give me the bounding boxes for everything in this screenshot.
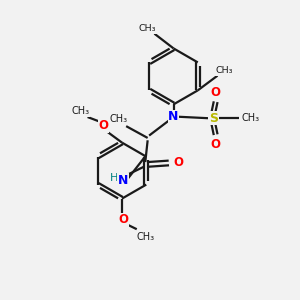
Text: O: O: [173, 157, 183, 169]
Text: S: S: [209, 112, 218, 125]
Text: O: O: [99, 119, 109, 132]
Text: O: O: [211, 138, 221, 151]
Text: CH₃: CH₃: [109, 114, 127, 124]
Text: O: O: [118, 213, 128, 226]
Text: CH₃: CH₃: [242, 113, 260, 123]
Text: N: N: [168, 110, 179, 123]
Text: N: N: [118, 174, 128, 187]
Text: CH₃: CH₃: [139, 24, 156, 33]
Text: CH₃: CH₃: [71, 106, 89, 116]
Text: CH₃: CH₃: [136, 232, 154, 242]
Text: O: O: [211, 86, 221, 99]
Text: H: H: [110, 173, 118, 183]
Text: CH₃: CH₃: [215, 66, 233, 75]
